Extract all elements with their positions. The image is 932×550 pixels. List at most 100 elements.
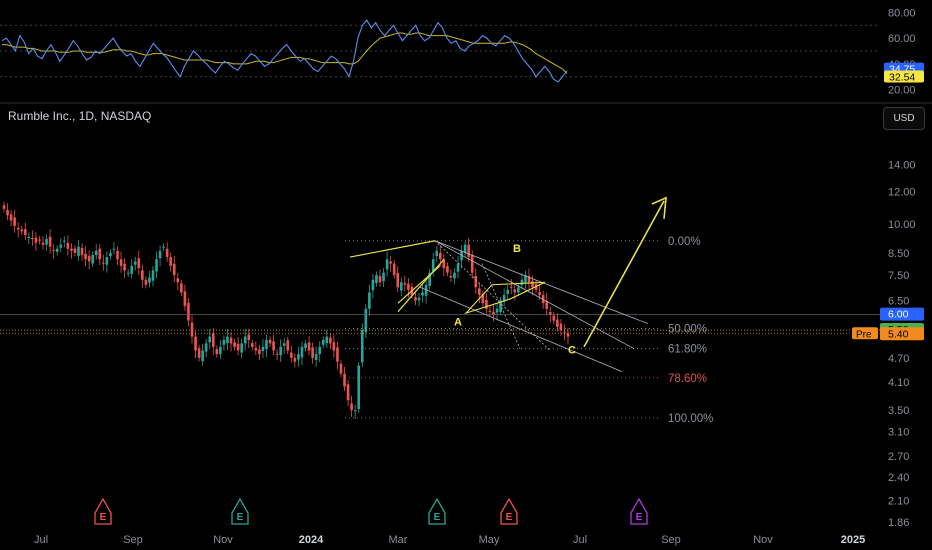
candle-body: [446, 265, 449, 273]
candle-body: [41, 242, 45, 245]
earnings-marker-letter: E: [434, 512, 441, 523]
earnings-marker[interactable]: E: [500, 497, 518, 525]
earnings-marker-shape: [94, 497, 112, 525]
candle-body: [6, 209, 9, 216]
candle-body: [9, 214, 13, 221]
candle-body: [282, 343, 286, 346]
candle-body: [251, 343, 254, 347]
candle-body: [467, 244, 470, 258]
earnings-marker[interactable]: E: [630, 497, 648, 525]
candle-body: [31, 237, 34, 239]
candle-body: [485, 299, 488, 309]
candle-body: [222, 339, 226, 345]
candle-body: [258, 349, 261, 355]
candle-body: [371, 279, 375, 291]
candle-body: [556, 319, 559, 327]
candle-body: [148, 277, 151, 283]
candle-body: [421, 292, 424, 296]
candle-body: [339, 363, 343, 374]
time-axis-tick: Mar: [389, 534, 408, 546]
candle-body: [304, 343, 307, 348]
candle-body: [548, 312, 552, 315]
earnings-marker[interactable]: E: [428, 497, 446, 525]
price-axis-tick: 6.50: [888, 295, 909, 307]
earnings-marker-letter: E: [506, 512, 513, 523]
candle-body: [109, 252, 112, 257]
pattern-line: [349, 240, 436, 258]
candle-body: [449, 275, 453, 278]
candle-body: [123, 263, 126, 271]
candle-body: [385, 259, 389, 270]
candle-body: [545, 301, 549, 309]
earnings-marker-shape: [231, 497, 249, 525]
price-axis-tick: 7.50: [888, 270, 909, 282]
candle-body: [357, 365, 361, 410]
time-axis-tick: Nov: [753, 534, 773, 546]
candle-body: [119, 259, 123, 266]
time-axis-tick: Jul: [34, 534, 48, 546]
candle-body: [176, 278, 180, 283]
candle-body: [102, 262, 105, 264]
candle-body: [52, 249, 55, 251]
candle-body: [524, 275, 527, 284]
earnings-marker-letter: E: [100, 512, 107, 523]
wave-label-c: C: [568, 344, 576, 356]
candle-body: [116, 250, 119, 260]
candle-body: [502, 295, 506, 302]
price-axis-tick: 2.10: [888, 496, 909, 508]
pre-market-tag-label: Pre: [856, 329, 872, 340]
candle-body: [314, 354, 318, 361]
candle-body: [297, 354, 300, 360]
candle-body: [300, 346, 304, 358]
candle-body: [517, 287, 520, 293]
candle-body: [343, 373, 346, 387]
candle-body: [474, 275, 478, 288]
candle-body: [172, 263, 176, 276]
earnings-marker[interactable]: E: [231, 497, 249, 525]
candle-body: [399, 282, 403, 291]
candle-body: [403, 283, 407, 285]
candle-body: [318, 346, 321, 355]
candle-body: [77, 246, 80, 257]
candle-body: [428, 272, 431, 286]
candle-body: [552, 315, 556, 321]
candles: [2, 201, 570, 420]
candle-body: [538, 291, 541, 296]
candle-body: [382, 272, 385, 282]
candle-body: [73, 248, 77, 253]
candle-body: [456, 263, 460, 272]
candle-body: [2, 205, 6, 209]
price-axis-tick: 14.00: [888, 159, 916, 171]
candle-body: [144, 279, 148, 285]
candle-body: [513, 289, 517, 293]
time-axis-tick: Sep: [123, 534, 143, 546]
currency-button[interactable]: USD: [883, 107, 925, 130]
candle-body: [329, 337, 332, 344]
candle-body: [492, 311, 495, 315]
level-label-6: 6.00: [888, 309, 909, 321]
price-axis-tick: 8.50: [888, 248, 909, 260]
candle-body: [488, 310, 492, 312]
earnings-marker[interactable]: E: [94, 497, 112, 525]
candle-body: [240, 343, 243, 353]
candle-body: [162, 246, 165, 248]
price-axis-tick: 4.10: [888, 377, 909, 389]
candle-body: [321, 339, 325, 345]
level-badge-6: [880, 307, 924, 321]
candle-body: [233, 342, 236, 347]
fib-level-label: 100.00%: [668, 413, 713, 425]
channel-diagonal: [434, 240, 551, 351]
rsi-line: [1, 19, 568, 83]
rsi-axis-tick: 20.00: [888, 85, 916, 97]
candle-body: [268, 339, 272, 344]
fib-level-label: 0.00%: [668, 236, 701, 248]
candle-body: [499, 300, 502, 313]
candle-body: [470, 254, 474, 273]
price-axis-tick: 12.00: [888, 187, 916, 199]
candle-body: [520, 279, 524, 286]
price-axis-tick: 3.50: [888, 405, 909, 417]
earnings-marker-shape: [428, 497, 446, 525]
candle-body: [87, 256, 91, 262]
candle-body: [293, 357, 297, 362]
